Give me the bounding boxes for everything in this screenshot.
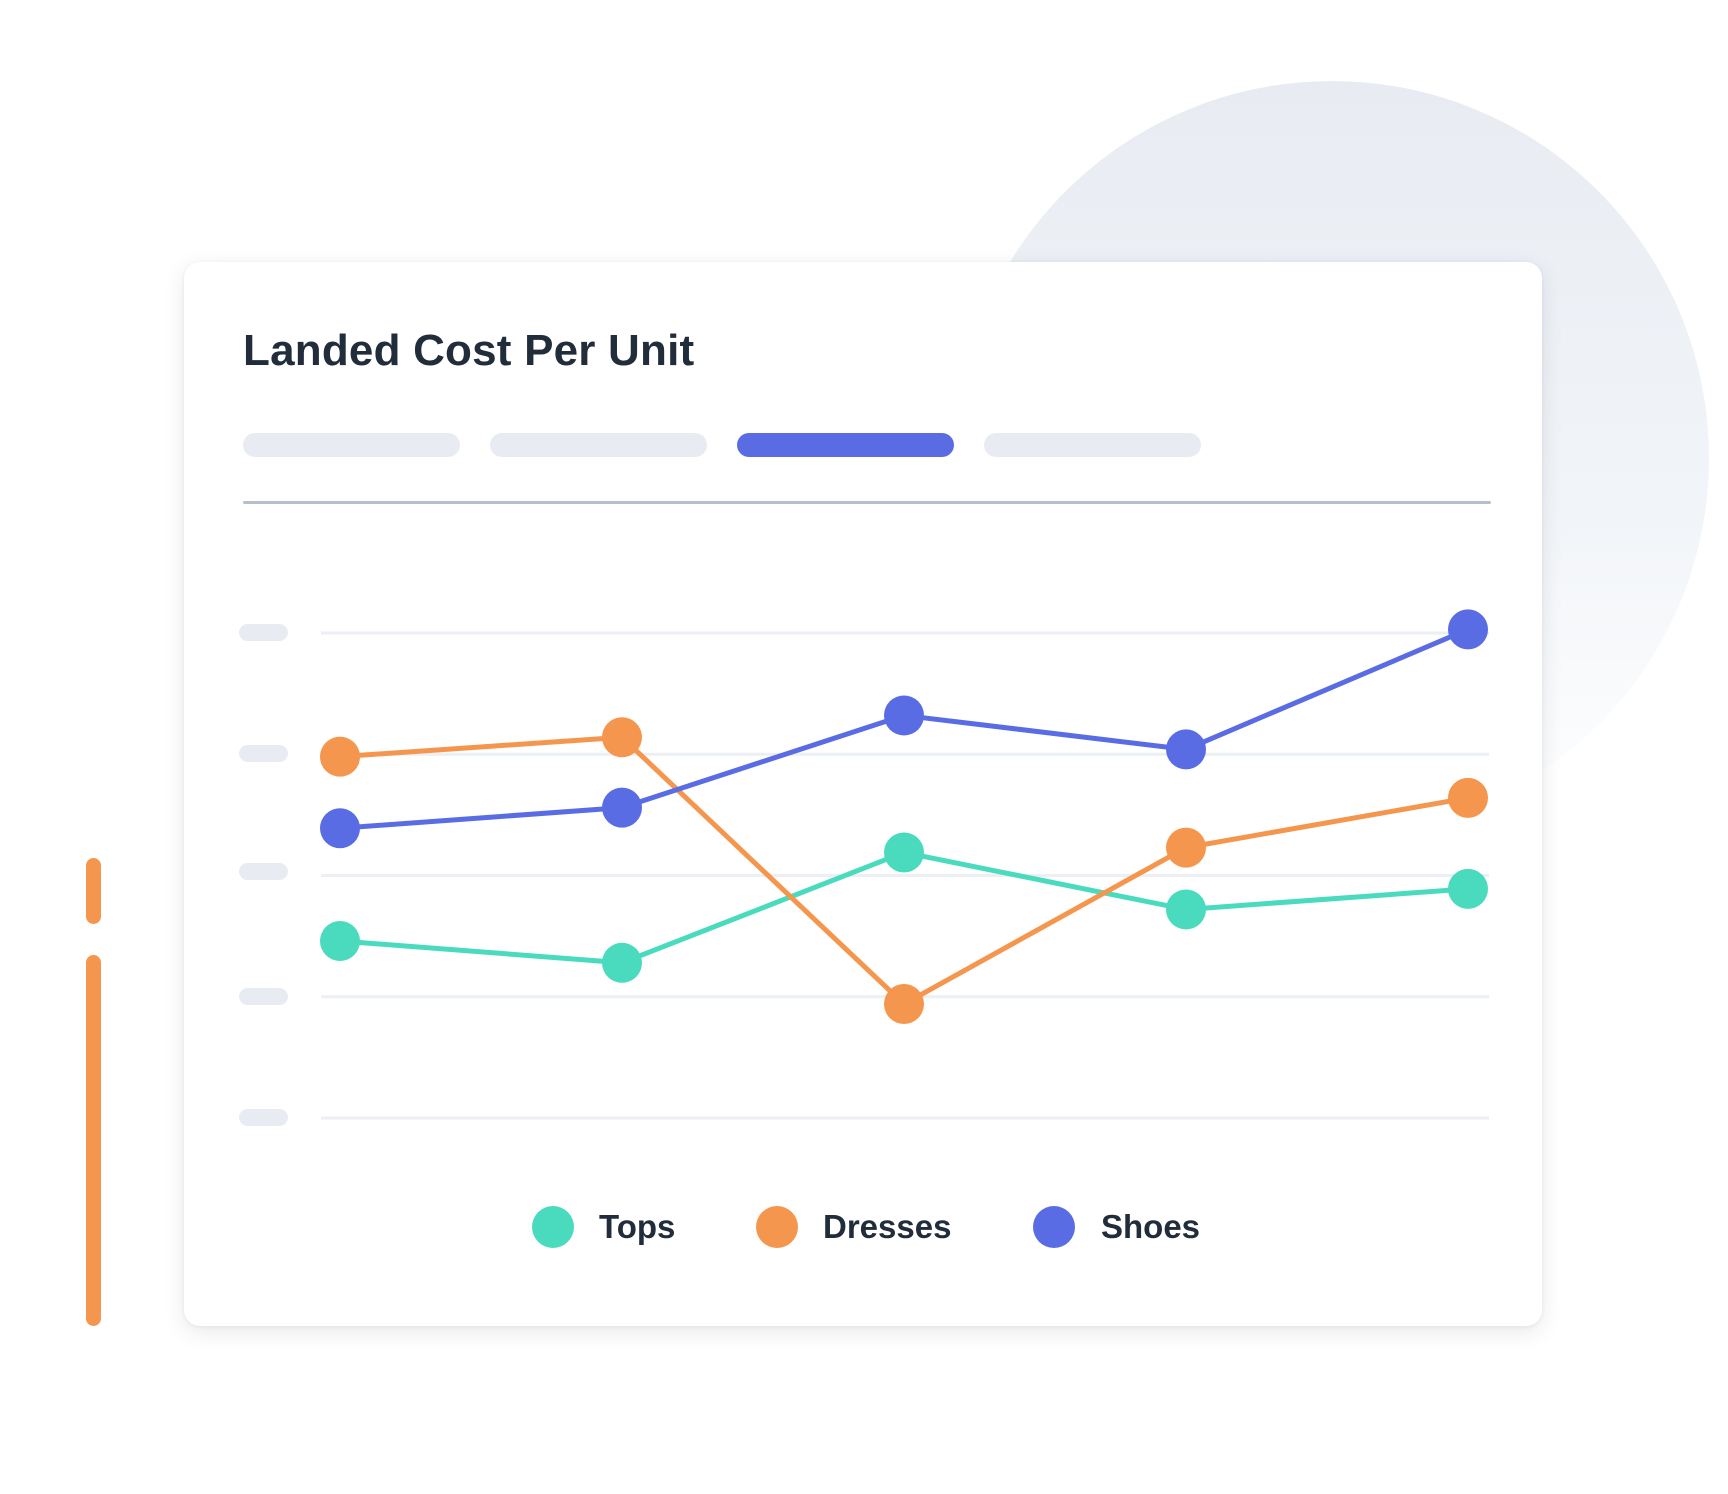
chart-card: Landed Cost Per Unit Tops Dresses Shoes <box>184 262 1542 1326</box>
y-axis-label-2 <box>239 863 288 880</box>
legend-label-shoes: Shoes <box>1101 1208 1201 1245</box>
data-point-dresses[interactable] <box>1448 777 1488 818</box>
data-point-shoes[interactable] <box>602 787 642 828</box>
accent-bar-long <box>86 955 101 1326</box>
data-point-shoes[interactable] <box>884 695 924 736</box>
tab-2[interactable] <box>490 433 707 457</box>
legend-item-dresses[interactable]: Dresses <box>756 1206 951 1248</box>
shoes-swatch-icon <box>1033 1206 1075 1248</box>
legend-label-dresses: Dresses <box>823 1208 952 1245</box>
data-point-dresses[interactable] <box>884 984 924 1025</box>
legend-item-tops[interactable]: Tops <box>532 1206 675 1248</box>
data-point-tops[interactable] <box>1166 889 1206 930</box>
y-axis-label-0 <box>239 1109 288 1126</box>
data-point-tops[interactable] <box>602 942 642 983</box>
legend-label-tops: Tops <box>599 1208 676 1245</box>
line-chart <box>320 609 1489 1120</box>
card-title: Landed Cost Per Unit <box>243 326 695 375</box>
data-point-dresses[interactable] <box>320 736 360 777</box>
header-divider <box>243 501 1491 504</box>
data-point-dresses[interactable] <box>602 717 642 758</box>
tab-3-active[interactable] <box>737 433 954 457</box>
accent-bar-short <box>86 858 101 924</box>
y-axis-label-3 <box>239 745 288 762</box>
y-axis-label-4 <box>239 624 288 641</box>
data-point-tops[interactable] <box>884 832 924 873</box>
y-axis-label-1 <box>239 988 288 1005</box>
data-point-shoes[interactable] <box>1166 729 1206 770</box>
data-point-dresses[interactable] <box>1166 827 1206 868</box>
tab-1[interactable] <box>243 433 460 457</box>
chart-series <box>320 609 1488 1025</box>
tops-swatch-icon <box>532 1206 574 1248</box>
data-point-tops[interactable] <box>1448 868 1488 909</box>
dresses-swatch-icon <box>756 1206 798 1248</box>
data-point-shoes[interactable] <box>320 808 360 849</box>
data-point-shoes[interactable] <box>1448 609 1488 650</box>
data-point-tops[interactable] <box>320 920 360 961</box>
legend-item-shoes[interactable]: Shoes <box>1033 1206 1200 1248</box>
tab-4[interactable] <box>984 433 1201 457</box>
